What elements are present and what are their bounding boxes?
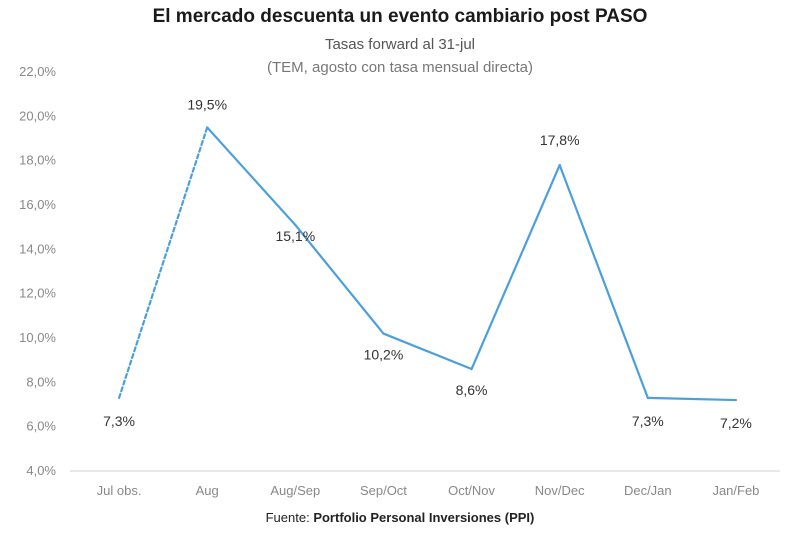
line-segment	[470, 164, 561, 371]
chart-subtitle: Tasas forward al 31-jul	[324, 36, 476, 53]
y-tick-label: 18,0%	[19, 153, 56, 168]
data-label: 7,3%	[103, 413, 135, 429]
x-axis-ticks: Jul obs. Aug Aug/Sep Sep/Oct Oct/Nov Nov/Dec D…	[97, 483, 760, 498]
source-note: Fuente: Portfolio Personal Inversiones (…	[0, 510, 800, 525]
line-segment	[117, 126, 209, 399]
y-tick-label: 16,0%	[19, 197, 56, 212]
x-tick-label: Aug	[196, 483, 219, 498]
chart-title: El mercado descuenta un evento cambiario…	[152, 6, 648, 27]
x-tick-label: Jan/Feb	[712, 483, 759, 498]
y-tick-label: 8,0%	[26, 374, 56, 389]
x-tick-label: Dec/Jan	[624, 483, 672, 498]
data-label: 15,1%	[275, 228, 315, 244]
chart-note: (TEM, agosto con tasa mensual directa)	[267, 59, 533, 76]
line-segment	[558, 164, 649, 399]
data-label: 8,6%	[456, 382, 488, 398]
line-segment	[382, 332, 473, 371]
data-label: 7,3%	[632, 413, 664, 429]
data-labels: 7,3% 19,5% 15,1% 10,2% 8,6% 17,8% 7,3% 7,2%	[103, 96, 752, 431]
data-label: 7,2%	[720, 415, 752, 431]
y-tick-label: 14,0%	[19, 241, 56, 256]
x-tick-label: Nov/Dec	[535, 483, 585, 498]
y-axis-ticks: 4,0% 6,0% 8,0% 10,0% 12,0% 14,0% 16,0% 18,0% 20,…	[19, 64, 56, 478]
x-tick-label: Oct/Nov	[448, 483, 495, 498]
y-tick-label: 4,0%	[26, 463, 56, 478]
y-tick-label: 22,0%	[19, 64, 56, 79]
line-segment	[294, 223, 385, 335]
y-tick-label: 12,0%	[19, 286, 56, 301]
x-tick-label: Jul obs.	[97, 483, 142, 498]
y-tick-label: 20,0%	[19, 108, 56, 123]
y-tick-label: 10,0%	[19, 330, 56, 345]
data-label: 10,2%	[364, 347, 404, 363]
data-label: 17,8%	[540, 132, 580, 148]
source-prefix: Fuente:	[265, 510, 314, 525]
data-label: 19,5%	[187, 96, 227, 112]
y-tick-label: 6,0%	[26, 419, 56, 434]
x-tick-label: Sep/Oct	[360, 483, 407, 498]
source-org: Portfolio Personal Inversiones (PPI)	[313, 510, 535, 525]
series-line	[117, 126, 738, 402]
x-tick-label: Aug/Sep	[270, 483, 320, 498]
line-segment	[646, 396, 738, 402]
line-segment	[206, 126, 297, 227]
